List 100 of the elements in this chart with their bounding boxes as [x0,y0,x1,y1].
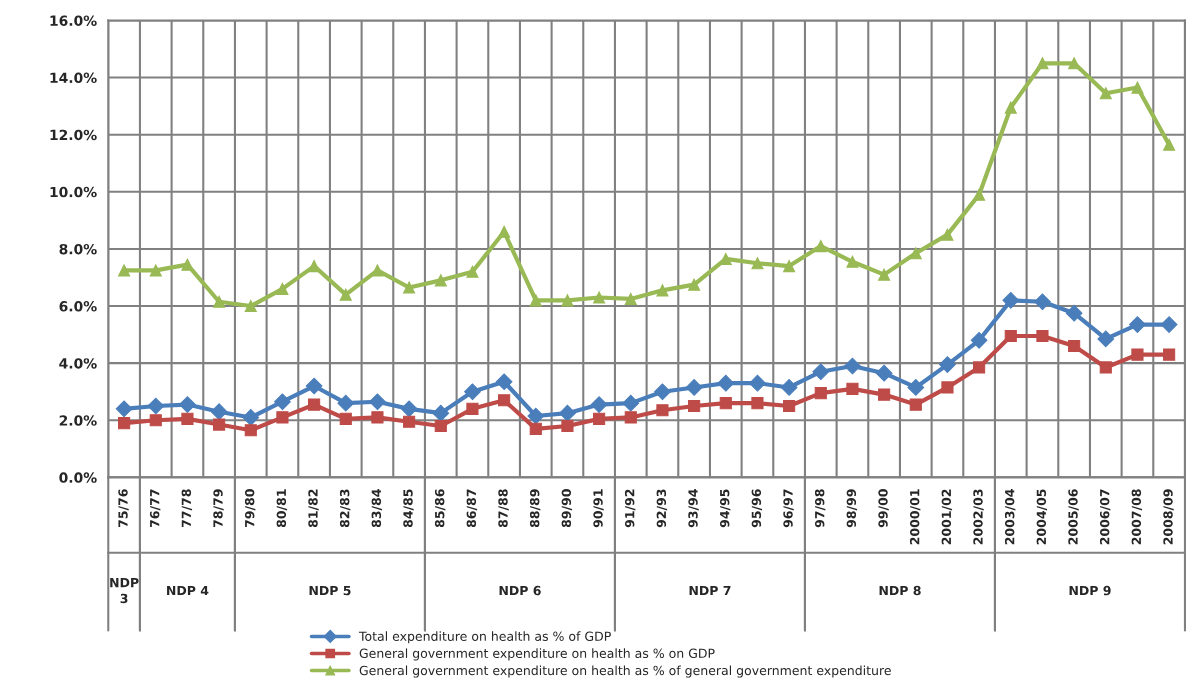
point [1065,304,1083,322]
point [907,379,925,396]
point [593,412,606,425]
point [688,399,701,413]
legend-label: Total expenditure on health as % of GDP [358,631,611,644]
point [844,357,861,375]
point [875,364,893,382]
point [941,228,954,241]
point [495,373,513,391]
point [466,265,479,278]
point [242,409,260,426]
x-tick-label: 95/96 [751,489,763,528]
point [498,225,511,238]
point [717,374,735,392]
point [751,257,764,270]
point [1034,293,1051,311]
x-tick-label: 89/90 [561,489,573,528]
point [846,255,859,268]
point [466,402,479,415]
point [846,382,859,395]
point [780,379,798,396]
point [654,383,671,401]
point [371,264,384,277]
point [1129,316,1146,333]
y-tick-label: 10.0% [50,186,97,198]
x-tick-label: 2000/01 [909,489,921,545]
x-tick-label: 83/84 [371,489,383,528]
point [337,394,355,412]
x-tick-label: 92/93 [656,489,668,528]
point [147,397,165,415]
y-tick-label: 8.0% [59,243,97,255]
point [751,397,764,410]
point [973,188,986,201]
y-tick-label: 2.0% [59,415,97,426]
point [369,393,386,411]
point [149,264,162,277]
x-tick-label: 93/94 [688,489,699,528]
point [498,394,511,407]
x-tick-label: 88/89 [529,489,541,528]
y-tick-label: 12.0% [50,129,97,141]
point [719,397,732,410]
x-tick-label: 91/92 [624,489,636,528]
point [909,247,922,260]
point [529,294,542,307]
point [590,396,608,413]
point [529,422,542,435]
point [432,404,450,422]
point [1002,291,1020,309]
x-tick-label: 80/81 [276,489,288,528]
point [656,404,669,417]
point [403,415,416,428]
y-tick-label: 16.0% [50,15,97,26]
x-tick-label: 2003/04 [1004,489,1016,545]
legend-label: General government expenditure on health as % on GDP [359,648,715,661]
point [688,278,701,291]
point [400,400,418,418]
x-tick-label: 90/91 [593,489,604,528]
point [814,387,827,400]
point [624,411,637,424]
x-tick-label: 94/95 [719,489,731,528]
point [685,379,703,396]
x-tick-label: 2005/06 [1068,489,1079,545]
point [181,258,194,271]
point [371,411,384,424]
point [1036,57,1049,70]
legend-label: General government expenditure on health as % of general government expenditure [359,665,891,678]
point [308,259,321,273]
x-tick-label: 2004/05 [1036,489,1048,545]
x-tick-label: 96/97 [783,489,794,528]
x-tick-label: 98/99 [846,489,858,528]
point [1131,81,1144,94]
point [783,259,796,273]
point [308,398,321,411]
text: NDP 4 [167,585,209,596]
x-tick-label: 85/86 [434,489,446,528]
point [812,363,830,381]
point [622,394,640,412]
point [244,424,257,437]
point [115,400,133,418]
x-tick-label: 78/79 [213,489,224,528]
point [909,398,922,411]
x-tick-label: 82/83 [339,489,351,528]
x-tick-label: 76/77 [149,489,161,528]
point [244,299,257,313]
point [1099,361,1112,374]
point [1099,87,1112,100]
point [181,412,194,425]
point [970,331,988,349]
point [149,414,162,427]
point [1097,330,1115,348]
text: NDP 7 [689,585,731,596]
point [274,393,291,411]
x-tick-label: 75/76 [118,489,129,528]
point [179,396,196,413]
point [973,361,986,374]
point [749,374,766,392]
y-tick-label: 14.0% [50,72,97,84]
point [1036,329,1049,343]
x-tick-label: 2008/09 [1163,489,1174,545]
point [118,264,131,277]
